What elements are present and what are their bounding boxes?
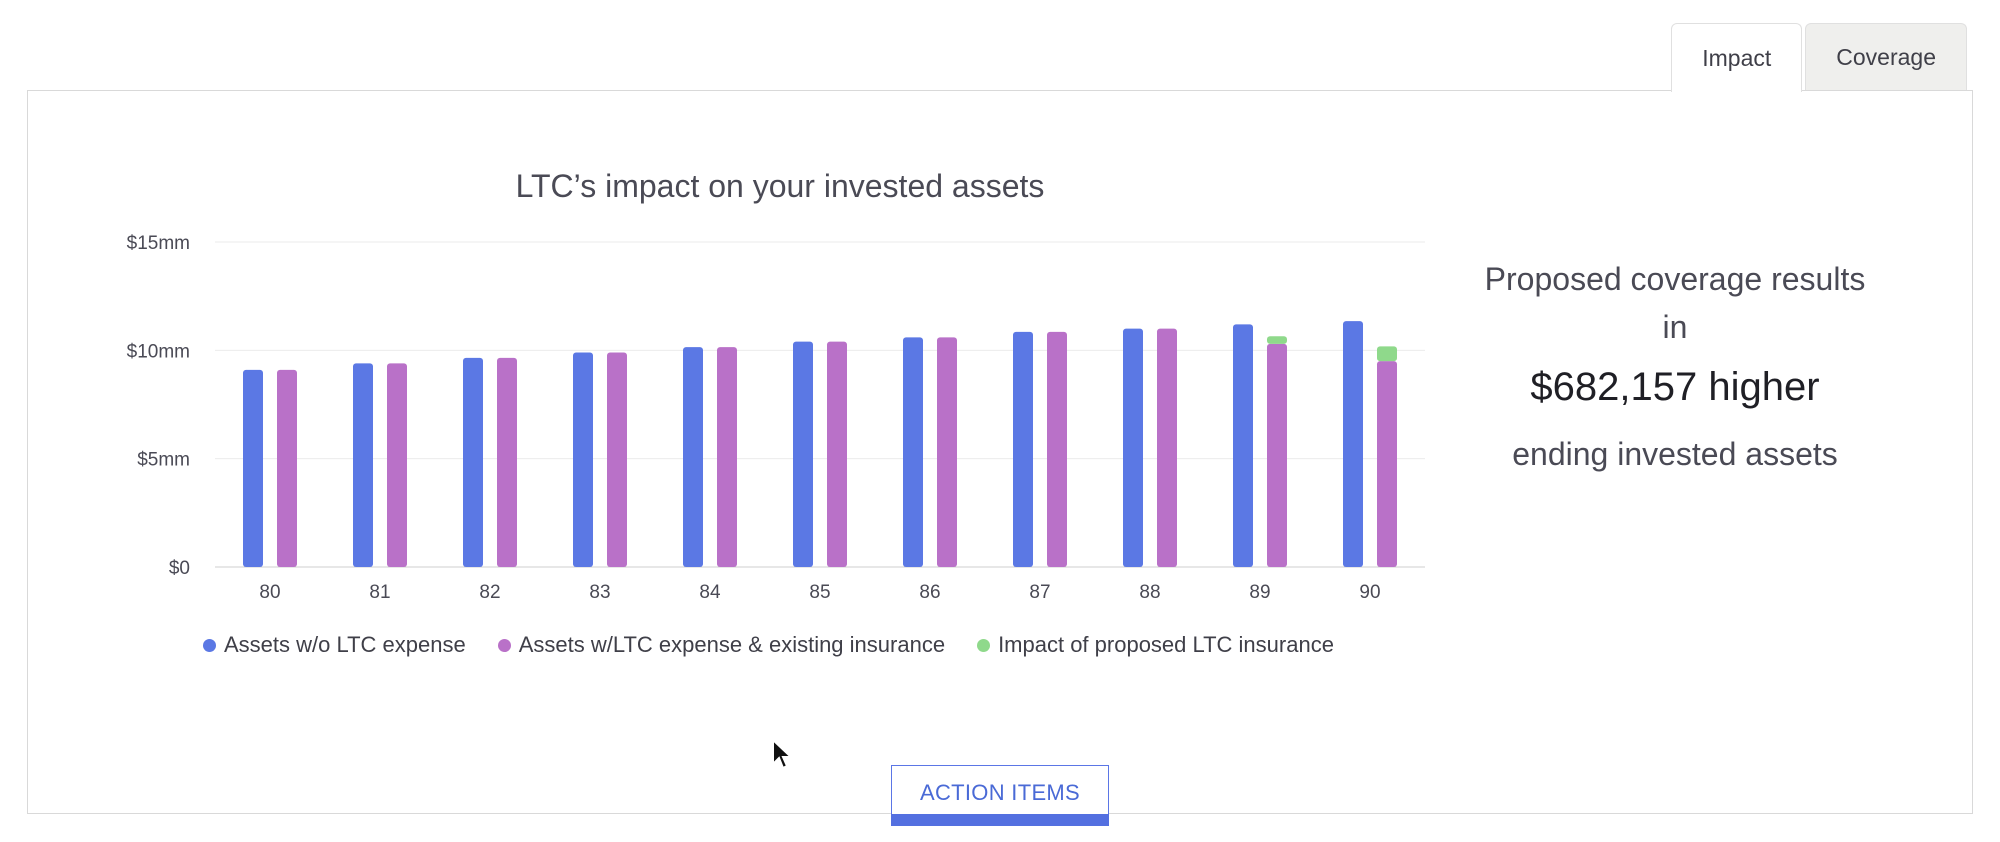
bar-assets-with-ltc xyxy=(1047,331,1067,567)
y-tick-label: $0 xyxy=(169,558,190,579)
x-tick-label: 89 xyxy=(1249,582,1270,603)
bar-assets-without-ltc xyxy=(793,341,813,567)
bar-assets-without-ltc xyxy=(243,369,263,567)
y-tick-label: $15mm xyxy=(127,233,190,254)
legend-item-assets-without-ltc: Assets w/o LTC expense xyxy=(203,632,466,658)
bar-assets-without-ltc xyxy=(1013,331,1033,567)
x-tick-label: 82 xyxy=(479,582,500,603)
action-items-button[interactable]: ACTION ITEMS xyxy=(891,765,1109,826)
legend-label: Assets w/o LTC expense xyxy=(224,632,466,657)
x-tick-label: 83 xyxy=(589,582,610,603)
bar-assets-without-ltc xyxy=(1233,324,1253,567)
bar-assets-with-ltc xyxy=(497,357,517,567)
bar-assets-with-ltc xyxy=(1157,328,1177,567)
legend-label: Impact of proposed LTC insurance xyxy=(998,632,1334,657)
bar-assets-with-ltc xyxy=(607,352,627,567)
legend-item-proposed-impact: Impact of proposed LTC insurance xyxy=(977,632,1334,658)
y-tick-label: $5mm xyxy=(137,450,190,471)
x-tick-label: 84 xyxy=(699,582,721,603)
bar-assets-with-ltc xyxy=(717,347,737,567)
summary-amount: $682,157 higher xyxy=(1530,365,1820,409)
x-tick-label: 86 xyxy=(919,582,940,603)
summary-line-3: ending invested assets xyxy=(1512,436,1838,472)
x-tick-label: 81 xyxy=(369,582,390,603)
button-accent-bar xyxy=(891,814,1109,826)
mouse-pointer-icon xyxy=(772,738,794,770)
coverage-summary: Proposed coverage results in $682,157 hi… xyxy=(1455,255,1895,473)
summary-line-1: Proposed coverage results xyxy=(1484,261,1866,297)
tab-bar: Impact Coverage xyxy=(1671,23,1967,92)
bar-assets-with-ltc xyxy=(937,337,957,567)
legend-dot-purple-icon xyxy=(497,638,511,652)
assets-bar-chart: $0 $5mm $10mm $15mm 80 81 82 83 84 85 86 87 88 89 90 xyxy=(127,233,1425,603)
tab-coverage[interactable]: Coverage xyxy=(1805,23,1967,91)
bar-assets-without-ltc xyxy=(1123,328,1143,567)
x-tick-label: 85 xyxy=(809,582,830,603)
bar-assets-with-ltc xyxy=(827,341,847,567)
bar-assets-without-ltc xyxy=(1343,321,1363,567)
legend-dot-green-icon xyxy=(977,638,991,652)
bar-assets-without-ltc xyxy=(903,337,923,567)
chart-title: LTC’s impact on your invested assets xyxy=(515,168,1045,204)
bar-proposed-impact xyxy=(1377,346,1397,362)
bar-assets-with-ltc xyxy=(387,363,407,567)
x-tick-label: 80 xyxy=(259,582,280,603)
legend-label: Assets w/LTC expense & existing insuranc… xyxy=(518,632,946,657)
bar-assets-with-ltc xyxy=(1267,343,1287,567)
bar-assets-without-ltc xyxy=(463,357,483,567)
x-tick-label: 88 xyxy=(1139,582,1160,603)
summary-line-2: in xyxy=(1662,309,1688,345)
bar-assets-without-ltc xyxy=(353,363,373,567)
chart-legend: Assets w/o LTC expense Assets w/LTC expe… xyxy=(203,632,1334,658)
bar-assets-with-ltc xyxy=(1377,361,1397,567)
impact-panel xyxy=(27,90,1973,814)
x-tick-label: 90 xyxy=(1359,582,1380,603)
bar-assets-without-ltc xyxy=(573,352,593,567)
bar-assets-with-ltc xyxy=(277,369,297,567)
legend-item-assets-with-ltc: Assets w/LTC expense & existing insuranc… xyxy=(497,632,946,658)
x-tick-label: 87 xyxy=(1029,582,1050,603)
y-tick-label: $10mm xyxy=(127,341,190,362)
action-items-label: ACTION ITEMS xyxy=(919,780,1081,805)
legend-dot-blue-icon xyxy=(203,638,216,652)
bar-proposed-impact xyxy=(1267,336,1287,344)
tab-impact[interactable]: Impact xyxy=(1671,23,1803,92)
bar-assets-without-ltc xyxy=(683,347,703,567)
